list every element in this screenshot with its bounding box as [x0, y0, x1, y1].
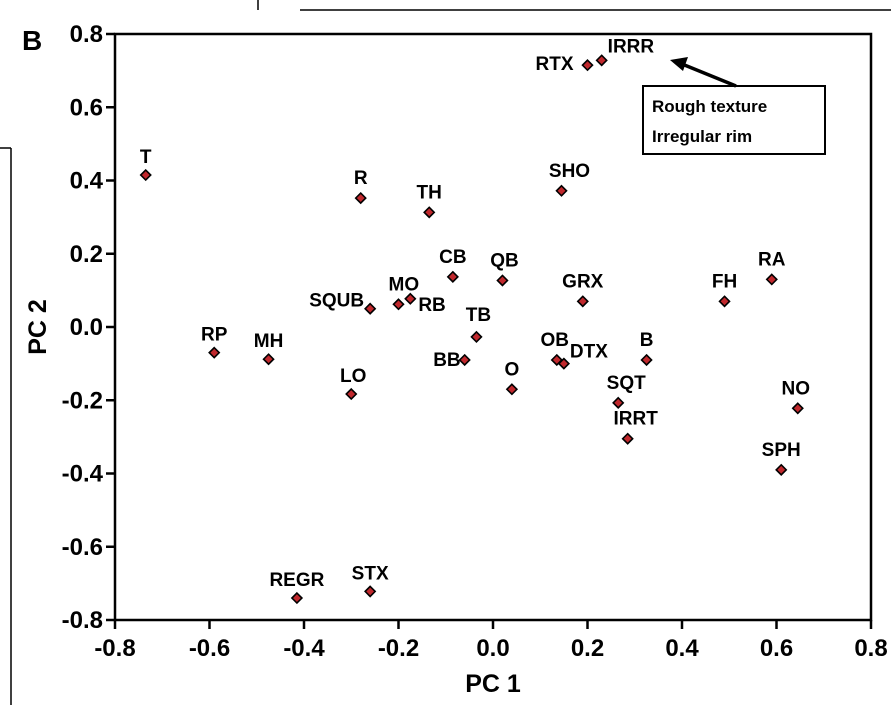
point-marker-stx: [364, 585, 377, 598]
point-label-cb: CB: [439, 247, 466, 268]
point-marker-regr: [290, 591, 304, 605]
point-label-mo: MO: [389, 274, 420, 295]
point-label-sho: SHO: [549, 161, 590, 182]
point-marker-ra: [765, 273, 778, 286]
point-marker-bb: [458, 353, 471, 367]
y-tick-label: 0.2: [70, 241, 103, 268]
x-tick-label: 0.8: [854, 635, 887, 662]
point-marker-o: [505, 383, 519, 396]
point-label-fh: FH: [712, 271, 737, 292]
point-label-bb: BB: [433, 350, 460, 371]
point-label-mh: MH: [254, 331, 284, 352]
point-marker-sqt: [612, 396, 625, 409]
point-marker-tb: [470, 330, 483, 344]
y-tick-label: 0.4: [70, 168, 104, 195]
point-label-ob: OB: [541, 330, 570, 351]
y-tick-label: -0.4: [62, 461, 104, 488]
point-label-grx: GRX: [562, 271, 604, 292]
point-marker-qb: [496, 274, 509, 287]
annotation-box: [642, 85, 826, 155]
point-label-no: NO: [782, 378, 811, 399]
x-tick-label: -0.4: [283, 635, 325, 662]
point-label-lo: LO: [340, 366, 366, 387]
point-marker-irrr: [595, 54, 608, 67]
x-tick-label: -0.6: [189, 635, 230, 662]
point-label-irrt: IRRT: [613, 409, 658, 430]
x-tick-label: -0.8: [94, 635, 135, 662]
y-axis-ticks: 0.8 0.6 0.4 0.2 0.0 -0.2 -0.4 -0.6 -0.8: [62, 21, 115, 634]
y-tick-label: 0.8: [70, 21, 103, 48]
point-marker-irrt: [621, 432, 634, 445]
point-marker-t: [139, 168, 152, 182]
point-marker-mh: [262, 353, 275, 366]
point-label-rp: RP: [201, 325, 228, 346]
x-tick-label: -0.2: [378, 635, 419, 662]
point-marker-dtx: [557, 357, 571, 370]
point-marker-th: [423, 206, 436, 219]
point-label-o: O: [505, 359, 520, 380]
point-marker-sph: [775, 463, 788, 476]
point-marker-rtx: [581, 58, 594, 72]
point-marker-rb: [404, 292, 417, 305]
point-label-th: TH: [417, 182, 442, 203]
x-tick-label: 0.4: [665, 635, 699, 662]
plot-frame: [113, 32, 873, 622]
point-label-qb: QB: [490, 250, 519, 271]
annotation-line-1: Rough texture: [652, 97, 767, 116]
y-tick-label: -0.2: [62, 387, 103, 414]
point-marker-sho: [555, 184, 568, 197]
y-tick-label: -0.8: [62, 607, 103, 634]
point-label-irrr: IRRR: [608, 36, 655, 57]
point-marker-no: [791, 402, 804, 415]
point-label-tb: TB: [466, 305, 491, 326]
point-label-t: T: [140, 147, 152, 168]
point-marker-rp: [208, 346, 221, 359]
point-marker-fh: [718, 295, 731, 308]
point-label-dtx: DTX: [570, 342, 608, 363]
point-marker-b: [640, 353, 653, 367]
annotation-arrow-shaft: [681, 62, 737, 88]
annotation-callout: Rough texture Irregular rim: [642, 57, 826, 155]
point-label-r: R: [354, 168, 368, 189]
point-marker-cb: [446, 270, 459, 283]
x-tick-label: 0.6: [760, 635, 793, 662]
panel-letter: B: [22, 25, 42, 56]
point-marker-mo: [392, 298, 405, 311]
y-axis-title: PC 2: [24, 299, 52, 355]
point-marker-squb: [364, 302, 377, 315]
y-tick-label: 0.6: [70, 94, 103, 121]
point-label-stx: STX: [352, 563, 389, 584]
x-axis-ticks: -0.8 -0.6 -0.4 -0.2 0.0 0.2 0.4 0.6 0.8: [94, 620, 888, 662]
point-marker-lo: [345, 387, 358, 401]
point-label-ra: RA: [758, 249, 786, 270]
annotation-line-2: Irregular rim: [652, 127, 752, 146]
y-tick-label: 0.0: [70, 314, 103, 341]
x-axis-title: PC 1: [465, 670, 521, 698]
point-label-rb: RB: [418, 295, 445, 316]
x-tick-label: 0.2: [571, 635, 604, 662]
point-label-sph: SPH: [762, 440, 801, 461]
point-label-sqt: SQT: [607, 373, 646, 394]
x-tick-label: 0.0: [476, 635, 509, 662]
point-marker-grx: [576, 295, 589, 308]
point-marker-r: [354, 191, 367, 205]
point-label-regr: REGR: [269, 570, 324, 591]
point-label-b: B: [640, 330, 654, 351]
annotation-arrowhead: [670, 57, 688, 71]
y-tick-label: -0.6: [62, 534, 103, 561]
point-label-squb: SQUB: [309, 291, 364, 312]
point-label-rtx: RTX: [536, 54, 574, 75]
